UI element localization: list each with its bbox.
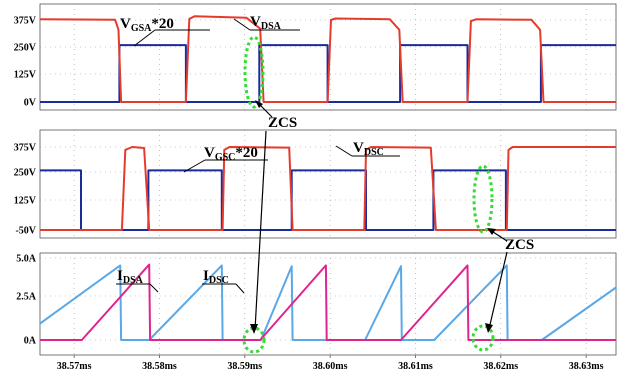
x-tick-label: 38.62ms <box>483 361 518 372</box>
zcs-ring-middle <box>472 164 494 234</box>
idsa-label: IDSA <box>117 268 144 286</box>
top-panel-y-ticks: 375V 250V 125V 0V <box>14 16 37 109</box>
zcs-ring-top <box>243 35 265 109</box>
top-panel-traces <box>39 15 616 103</box>
y-tick-label: 125V <box>14 70 37 81</box>
zcs-markers: ZCS ZCS <box>242 35 534 354</box>
x-axis-ticks: 38.57ms 38.58ms 38.59ms 38.60ms 38.61ms 38.62… <box>57 355 604 372</box>
idsc-label-pointer <box>235 283 245 294</box>
trace-vgsa20 <box>40 44 616 103</box>
vgsc-label: VGSC*20 <box>204 145 258 163</box>
trace-idsc <box>40 263 616 341</box>
vdsc-label-pointer <box>335 145 353 157</box>
x-tick-label: 38.63ms <box>569 361 604 372</box>
vdsa-label-pointer <box>233 18 251 31</box>
vdsc-label: VDSC <box>353 140 384 158</box>
y-tick-label: 250V <box>14 43 37 54</box>
zcs-arrowhead-right-down <box>485 323 493 333</box>
bottom-panel-frame <box>39 252 617 356</box>
bottom-panel-traces <box>39 263 617 341</box>
y-tick-label: 250V <box>14 168 37 179</box>
vgsc-label-pointer <box>183 159 206 173</box>
y-tick-label: 0V <box>24 98 37 109</box>
zcs-arrow-left-down <box>254 130 267 331</box>
trace-vdsa <box>39 15 616 103</box>
zcs-ring-bottom-right <box>471 324 495 352</box>
trace-labels: VGSA*20 VDSA VGSC*20 VDSC IDSA IDSC <box>116 14 400 294</box>
middle-panel-y-ticks: 375V 250V 125V -50V <box>14 143 37 237</box>
zcs-label-right: ZCS <box>505 237 534 253</box>
idsa-label-pointer <box>149 283 159 293</box>
y-tick-label: 5.0A <box>16 254 37 265</box>
y-tick-label: 0A <box>24 336 37 347</box>
y-tick-label: -50V <box>15 226 36 237</box>
x-tick-label: 38.61ms <box>398 361 433 372</box>
bottom-panel-y-ticks: 5.0A 2.5A 0A <box>16 254 37 347</box>
x-tick-label: 38.60ms <box>313 361 348 372</box>
zcs-arrowhead-right-up <box>487 228 496 235</box>
y-tick-label: 125V <box>14 196 37 207</box>
top-panel: 375V 250V 125V 0V <box>14 3 617 111</box>
zcs-ring-bottom-left <box>242 326 266 354</box>
vdsa-label: VDSA <box>250 14 282 32</box>
vgsa-label: VGSA*20 <box>120 16 174 34</box>
zcs-arrowhead-left-up <box>255 100 263 108</box>
y-tick-label: 375V <box>14 16 37 27</box>
zcs-label-left: ZCS <box>268 115 297 131</box>
x-tick-label: 38.59ms <box>227 361 262 372</box>
vgsa-label-pointer <box>133 29 156 47</box>
zcs-arrow-right-down <box>488 251 508 330</box>
x-tick-label: 38.57ms <box>57 361 92 372</box>
middle-panel: 375V 250V 125V -50V <box>14 129 617 239</box>
idsc-label: IDSC <box>203 268 229 286</box>
y-tick-label: 2.5A <box>16 292 37 303</box>
x-tick-label: 38.58ms <box>142 361 177 372</box>
zcs-arrowhead-left-down <box>250 324 258 334</box>
y-tick-label: 375V <box>14 143 37 154</box>
